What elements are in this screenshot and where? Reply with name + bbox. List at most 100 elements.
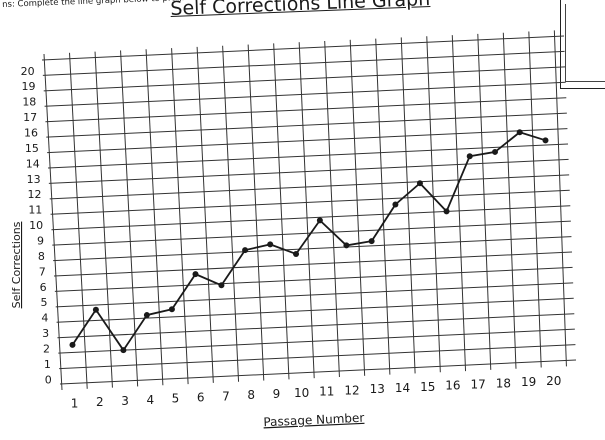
grid-hline — [57, 313, 575, 339]
x-axis-label: Passage Number — [263, 411, 365, 430]
x-tick-label: 17 — [471, 377, 486, 391]
grid-vline — [426, 36, 441, 373]
data-point — [242, 247, 249, 254]
x-tick-label: 11 — [319, 385, 334, 399]
grid-hline — [47, 143, 569, 169]
grid-vline — [324, 40, 340, 378]
grid-hline — [53, 251, 573, 277]
grid-vline — [553, 30, 567, 367]
grid-hline — [59, 359, 577, 385]
y-tick-label: 6 — [40, 281, 47, 294]
x-tick-label: 6 — [197, 390, 205, 404]
y-tick-label: 17 — [23, 111, 37, 124]
y-tick-label: 13 — [27, 173, 41, 186]
x-tick-label: 3 — [121, 394, 129, 408]
data-point — [293, 250, 300, 257]
y-tick-label: 10 — [29, 219, 43, 232]
y-tick-label: 2 — [43, 343, 50, 356]
grid-hline — [54, 266, 573, 292]
grid-vline — [273, 43, 290, 380]
grid-vline — [222, 45, 240, 382]
data-point — [368, 238, 375, 245]
x-tick-label: 2 — [96, 395, 104, 409]
y-tick-label: 0 — [45, 373, 52, 386]
data-point — [392, 201, 399, 208]
grid-vline — [43, 53, 63, 391]
y-tick-label: 12 — [27, 188, 41, 201]
data-point — [92, 306, 99, 313]
grid-hline — [48, 158, 569, 184]
x-tick-label: 8 — [247, 388, 255, 402]
data-point — [492, 148, 499, 155]
data-point — [168, 306, 175, 313]
grid-vline — [528, 31, 542, 368]
grid-vline — [375, 38, 391, 375]
y-tick-label: 16 — [24, 127, 38, 140]
grid-vline — [120, 50, 139, 387]
grid-hline — [55, 282, 574, 308]
data-point — [218, 282, 225, 289]
x-tick-label: 5 — [172, 392, 180, 406]
inset-box — [560, 0, 605, 89]
x-tick-label: 7 — [222, 389, 230, 403]
grid-vline — [171, 48, 189, 385]
data-point — [516, 129, 523, 136]
grid-hline — [46, 112, 567, 138]
grid-hline — [43, 66, 566, 92]
y-tick-label: 14 — [26, 157, 40, 170]
series-group — [69, 129, 549, 354]
data-point — [69, 341, 76, 348]
y-tick-label: 15 — [25, 142, 39, 155]
data-point — [267, 241, 274, 248]
grid-hline — [56, 297, 574, 323]
grid-vline — [145, 49, 164, 386]
grid-hline — [42, 50, 565, 76]
grid-hline — [44, 81, 566, 107]
y-tick-label: 20 — [21, 65, 35, 78]
grid-vline — [502, 32, 517, 369]
y-tick-label: 3 — [42, 327, 49, 340]
grid-hline — [50, 189, 570, 215]
data-point — [443, 208, 450, 215]
series-line — [71, 131, 546, 352]
grid-hline — [59, 344, 576, 370]
x-tick-label: 20 — [546, 374, 561, 388]
y-tick-label: 5 — [40, 296, 47, 309]
grid-vline — [94, 51, 113, 388]
y-tick-label: 9 — [37, 235, 44, 248]
y-tick-label: 18 — [22, 96, 36, 109]
grid-vline — [477, 33, 492, 370]
y-tick-label: 19 — [21, 80, 35, 93]
inset-box-inner — [565, 4, 605, 82]
y-tick-label: 8 — [38, 250, 45, 263]
y-axis-label: Self Corrections — [10, 221, 23, 308]
x-tick-label: 10 — [294, 386, 309, 400]
x-tick-label: 15 — [420, 380, 435, 394]
y-tick-label: 7 — [39, 265, 46, 278]
data-point — [343, 242, 350, 249]
grid-vline — [196, 46, 214, 383]
y-tick-label: 11 — [28, 204, 42, 217]
data-point — [542, 137, 549, 144]
grid-vline — [247, 44, 265, 381]
grid-vline — [69, 52, 88, 389]
x-tick-label: 13 — [370, 382, 385, 396]
grid-vline — [451, 35, 467, 372]
data-point — [466, 153, 473, 160]
x-tick-label: 12 — [344, 383, 359, 397]
grid-hline — [45, 97, 567, 123]
grid-vline — [400, 37, 416, 374]
grid-hline — [58, 328, 575, 354]
grid-hline — [49, 174, 570, 200]
data-point — [416, 180, 423, 187]
grid — [41, 30, 577, 391]
x-tick-label: 4 — [146, 393, 154, 407]
grid-hline — [41, 35, 565, 61]
data-point — [316, 217, 323, 224]
data-point — [192, 271, 199, 278]
x-tick-label: 14 — [395, 381, 410, 395]
grid-hline — [51, 205, 571, 231]
